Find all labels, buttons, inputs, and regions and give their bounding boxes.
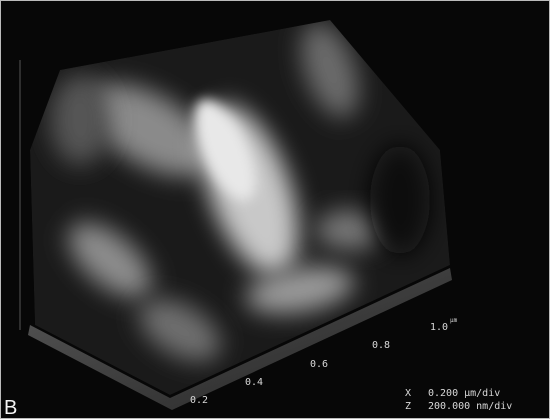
scale-value: 0.200 µm/div — [428, 388, 500, 399]
x-tick-label: 0.6 — [310, 359, 328, 370]
scale-axis: X — [405, 388, 411, 399]
panel-label: B — [4, 397, 17, 419]
x-unit: µm — [450, 317, 458, 324]
x-tick-label: 0.8 — [372, 340, 390, 351]
page: {"panel_label": "B", "x_axis": {"ticks":… — [0, 0, 550, 419]
x-tick-label: 0.4 — [245, 377, 263, 388]
x-tick-label: 0.2 — [190, 395, 208, 406]
scale-axis: Z — [405, 401, 411, 412]
afm-image: 0.2 0.4 0.6 0.8 1.0 µm X 0.200 µm/div Z … — [0, 0, 550, 419]
x-tick-label: 1.0 — [430, 322, 448, 333]
scale-value: 200.000 nm/div — [428, 401, 512, 412]
